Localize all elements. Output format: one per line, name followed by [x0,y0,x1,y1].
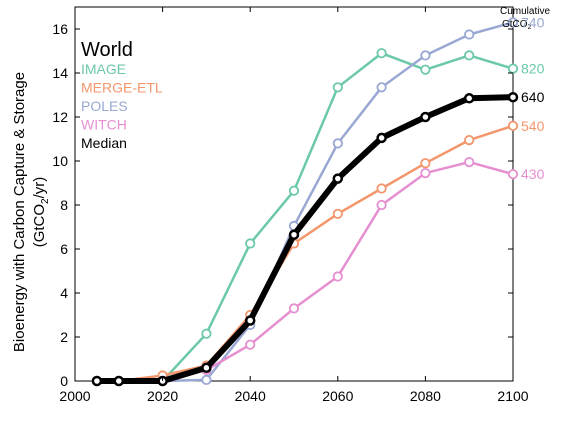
series-layer [91,17,519,387]
legend: World IMAGE MERGE-ETL POLES WITCH Median [81,39,163,151]
y-tick-label: 4 [60,285,68,301]
series-line-median [93,94,516,384]
series-poles [91,17,519,387]
x-tick-label: 2020 [147,388,178,404]
data-point-median [91,375,103,387]
data-point-poles [376,82,387,93]
series-merge-etl [91,120,519,387]
x-tick-label: 2080 [410,388,441,404]
plot-frame [74,6,514,382]
data-point-image [376,48,387,59]
data-point-median [201,362,212,374]
data-point-poles [332,138,343,149]
x-tick-label: 2060 [322,388,353,404]
data-point-image [332,82,343,93]
legend-entry: WITCH [81,117,127,133]
data-point-merge-etl [420,158,431,169]
data-point-image [507,63,519,74]
y-axis-label: Bioenergy with Carbon Capture & Storage … [11,72,51,352]
data-point-witch [332,271,343,282]
data-point-poles [507,17,519,28]
data-point-merge-etl [464,135,475,146]
data-point-image [245,238,256,249]
cumulative-value: 740 [521,14,545,30]
data-point-image [420,64,431,75]
data-point-witch [245,339,256,350]
y-tick-label: 8 [60,197,68,213]
data-point-median [507,91,519,103]
y-tick-label: 2 [60,329,68,345]
cumulative-header-line1: Cumulative [500,6,550,17]
data-point-median [376,132,387,144]
cumulative-header-line2: GtCO2 [502,19,532,31]
series-line-poles [95,21,515,383]
legend-entry: MERGE-ETL [81,80,163,96]
y-tick-label: 12 [52,109,68,125]
y-tick-label: 10 [52,153,68,169]
x-tick-label: 2100 [497,388,528,404]
cumulative-labels: Cumulative GtCO2 820 540 740 430 640 [500,6,550,182]
y-axis-label-line1: Bioenergy with Carbon Capture & Storage [11,72,28,352]
y-tick-label: 16 [52,21,68,37]
data-point-image [288,185,300,196]
cumulative-value: 640 [521,89,545,105]
data-point-median [288,229,300,240]
data-point-image [201,328,212,339]
data-point-median [113,375,125,387]
data-point-witch [464,157,475,168]
y-tick-label: 6 [60,241,68,257]
data-point-poles [201,374,212,385]
cumulative-value: 430 [521,166,545,182]
data-point-witch [288,303,300,314]
plot-border [74,6,514,382]
data-point-median [420,111,431,123]
legend-entry: POLES [81,98,128,114]
cumulative-value: 820 [521,61,545,77]
data-point-merge-etl [332,208,343,219]
series-witch [91,157,519,387]
data-point-merge-etl [507,120,519,131]
x-tick-label: 2000 [59,388,90,404]
cumulative-value: 540 [521,118,545,134]
series-median [91,91,519,387]
ticks-layer: 2000 2020 2040 2060 2080 2100 0 2 4 6 8 10 12 14 16 [52,7,529,404]
y-axis-label-line2: (GtCO2/yr) [31,177,51,248]
data-point-median [332,173,344,184]
data-point-witch [507,169,519,180]
data-point-poles [420,50,431,61]
data-point-witch [376,199,387,211]
data-point-image [464,50,475,61]
data-point-median [244,315,256,326]
legend-entry: IMAGE [81,61,126,77]
chart-title: World [81,39,133,61]
data-point-median [463,93,475,104]
data-point-poles [464,29,475,40]
data-point-witch [420,168,431,179]
x-tick-label: 2040 [235,388,266,404]
data-point-merge-etl [376,183,387,194]
legend-entry: Median [81,135,127,151]
y-tick-label: 0 [60,373,68,389]
series-line-witch [95,160,515,383]
y-tick-label: 14 [52,65,68,81]
